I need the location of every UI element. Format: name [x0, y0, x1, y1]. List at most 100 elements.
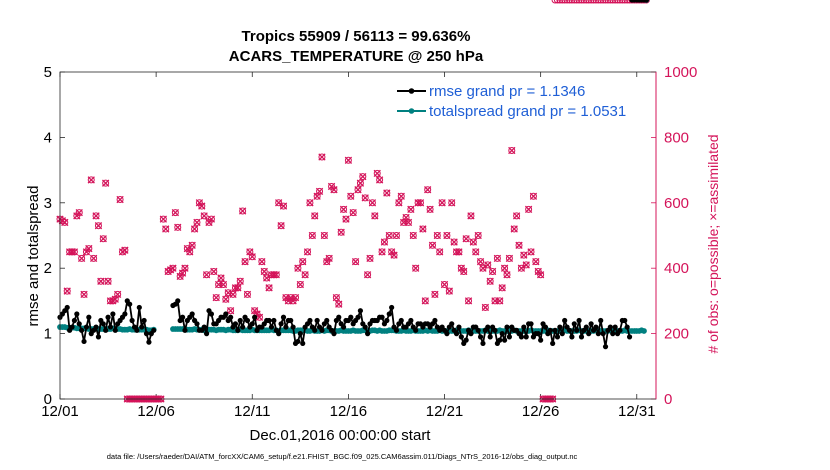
obs-assimilated-marker: [524, 205, 533, 213]
obs-assimilated-marker: [363, 271, 372, 279]
rmse-point: [643, 0, 649, 3]
obs-assimilated-marker: [436, 248, 444, 256]
obs-assimilated-marker: [270, 271, 278, 279]
rmse-point: [393, 327, 400, 333]
obs-assimilated-marker: [452, 248, 461, 256]
obs-assimilated-marker: [277, 222, 285, 230]
rmse-point: [151, 327, 157, 333]
obs-possible-marker: [578, 0, 585, 4]
obs-possible-marker: [436, 248, 444, 256]
rmse-point: [307, 317, 313, 324]
obs-possible-marker: [263, 274, 271, 282]
y-axis-right: 0 200 400 600 800 1000: [651, 64, 697, 408]
obs-possible-marker: [306, 199, 314, 207]
obs-assimilated-marker: [443, 231, 451, 240]
rmse-point: [237, 317, 243, 324]
obs-assimilated-marker: [272, 271, 280, 279]
obs-possible-marker: [570, 0, 578, 4]
rmse-point: [499, 331, 505, 337]
obs-assimilated-marker: [265, 284, 273, 292]
rmse-point: [105, 314, 111, 320]
obs-assimilated-marker: [378, 248, 386, 256]
obs-assimilated-marker: [536, 271, 545, 279]
obs-possible-marker: [361, 194, 369, 202]
rmse-point: [271, 317, 277, 324]
obs-possible-marker: [513, 212, 521, 220]
obs-assimilated-marker: [486, 277, 494, 285]
obs-assimilated-marker: [445, 287, 453, 295]
obs-assimilated-marker: [186, 248, 194, 256]
rmse-point: [223, 311, 229, 317]
obs-possible-marker: [537, 271, 545, 279]
obs-assimilated-marker: [407, 205, 415, 213]
obs-assimilated-marker: [231, 284, 240, 292]
rmse-point: [610, 331, 616, 337]
obs-assimilated-marker: [236, 277, 244, 285]
obs-assimilated-marker: [472, 248, 480, 256]
rmse-point: [297, 331, 303, 337]
obs-possible-marker: [359, 173, 367, 181]
obs-possible-marker: [489, 267, 497, 275]
obs-possible-marker: [416, 199, 424, 207]
obs-assimilated-marker: [496, 297, 504, 305]
series-lines: [57, 0, 650, 350]
obs-possible-marker: [395, 199, 403, 207]
obs-possible-marker: [294, 264, 302, 272]
obs-possible-marker: [628, 0, 636, 4]
obs-assimilated-marker: [395, 199, 403, 207]
obs-possible-marker: [174, 223, 182, 231]
obs-assimilated-marker: [361, 194, 369, 202]
obs-possible-marker: [318, 153, 326, 161]
obs-assimilated-marker: [375, 176, 384, 184]
obs-possible-marker: [248, 253, 256, 261]
obs-assimilated-marker: [85, 244, 93, 253]
obs-possible-marker: [87, 176, 95, 184]
obs-assimilated-marker: [366, 254, 374, 263]
obs-possible-marker: [462, 235, 470, 243]
rmse-point: [538, 337, 544, 343]
obs-possible-marker: [193, 218, 201, 226]
rmse-point: [324, 317, 330, 324]
obs-possible-marker: [474, 232, 482, 239]
rmse-point: [552, 327, 558, 333]
rmse-point: [453, 331, 460, 337]
rmse-point: [228, 314, 234, 320]
obs-possible-marker: [609, 0, 617, 4]
rmse-point: [278, 321, 284, 327]
obs-possible-marker: [441, 281, 449, 289]
obs-possible-marker: [234, 284, 242, 292]
rmse-point: [408, 317, 414, 324]
rmse-point: [179, 314, 186, 320]
obs-assimilated-marker: [226, 307, 235, 315]
obs-possible-marker: [191, 225, 199, 233]
rmse-point: [103, 327, 109, 333]
rmse-point: [559, 331, 565, 337]
obs-assimilated-marker: [339, 205, 348, 213]
obs-possible-marker: [371, 212, 379, 220]
obs-possible-marker: [640, 0, 648, 4]
rmse-point: [203, 331, 210, 337]
obs-possible-marker: [171, 209, 179, 217]
obs-possible-marker: [352, 258, 360, 266]
obs-assimilated-marker: [325, 254, 333, 263]
rmse-point: [622, 317, 628, 324]
obs-assimilated-marker: [428, 241, 437, 249]
rmse-point: [593, 324, 599, 330]
obs-possible-marker: [551, 0, 559, 4]
obs-assimilated-marker: [529, 192, 538, 200]
obs-assimilated-marker: [371, 212, 379, 220]
obs-possible-marker: [426, 205, 434, 213]
obs-assimilated-marker: [409, 231, 417, 240]
totalspread-point: [641, 328, 647, 334]
rmse-point: [384, 317, 390, 324]
obs-possible-marker: [376, 176, 384, 184]
rmse-point: [312, 327, 318, 333]
obs-possible-marker: [438, 199, 446, 207]
obs-possible-marker: [272, 271, 280, 279]
obs-possible-marker: [212, 294, 220, 302]
obs-possible-marker: [366, 254, 374, 262]
y-tick-label: 3: [44, 195, 52, 212]
obs-assimilated-marker: [260, 267, 268, 276]
rmse-point: [232, 321, 239, 327]
rmse-point: [201, 324, 207, 330]
